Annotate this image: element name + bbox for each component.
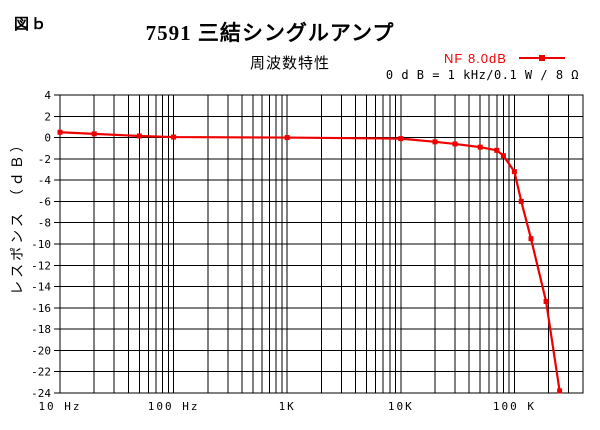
x-tick-label: 100 K (493, 400, 536, 413)
y-tick-label: -14 (31, 281, 51, 294)
data-point-marker (91, 131, 97, 137)
data-point-marker (494, 147, 500, 153)
data-point-marker (432, 139, 438, 145)
reference-note: 0 d B = 1 kHz/0.1 W / 8 Ω (385, 68, 579, 82)
x-tick-label: 100 Hz (148, 400, 200, 413)
y-tick-label: -6 (38, 195, 51, 208)
y-tick-label: -16 (31, 302, 51, 315)
figure-label: 図ｂ (14, 16, 49, 33)
y-tick-label: -2 (38, 153, 51, 166)
data-point-marker (518, 198, 524, 204)
data-point-marker (57, 129, 63, 135)
response-curve (58, 131, 561, 392)
data-point-marker (398, 136, 404, 142)
y-tick-label: -18 (31, 323, 51, 336)
y-tick-label: -12 (31, 259, 51, 272)
y-tick-label: 2 (44, 110, 51, 123)
chart-subtitle: 周波数特性 (249, 55, 330, 72)
legend-square-marker-icon (538, 55, 545, 61)
y-tick-label: -20 (31, 344, 51, 357)
x-tick-label: 1K (279, 400, 296, 413)
data-point-marker (557, 388, 563, 394)
data-point-marker (136, 133, 142, 139)
data-point-marker (500, 153, 506, 159)
y-tick-label: 4 (44, 89, 51, 102)
data-point-marker (528, 236, 534, 242)
y-tick-label: -8 (38, 217, 51, 230)
y-tick-label: -24 (31, 387, 51, 400)
y-tick-label: -22 (31, 366, 51, 379)
data-point-marker (477, 144, 483, 150)
legend-line-sample (518, 55, 565, 61)
legend: NF 8.0dB (444, 49, 565, 67)
plot-border (59, 94, 584, 394)
data-point-marker (452, 141, 458, 147)
legend-series-label: NF 8.0dB (444, 50, 507, 66)
x-tick-label: 10 Hz (38, 400, 81, 413)
y-tick-label: -4 (38, 174, 52, 187)
data-point-marker (543, 298, 549, 304)
y-tick-label: -10 (31, 238, 51, 251)
y-tick-label: 0 (44, 132, 51, 145)
chart-title: 7591 三結シングルアンプ (145, 21, 395, 45)
data-point-marker (284, 135, 290, 141)
data-point-marker (511, 169, 517, 175)
x-tick-label: 10K (388, 400, 414, 413)
data-point-marker (171, 134, 177, 140)
